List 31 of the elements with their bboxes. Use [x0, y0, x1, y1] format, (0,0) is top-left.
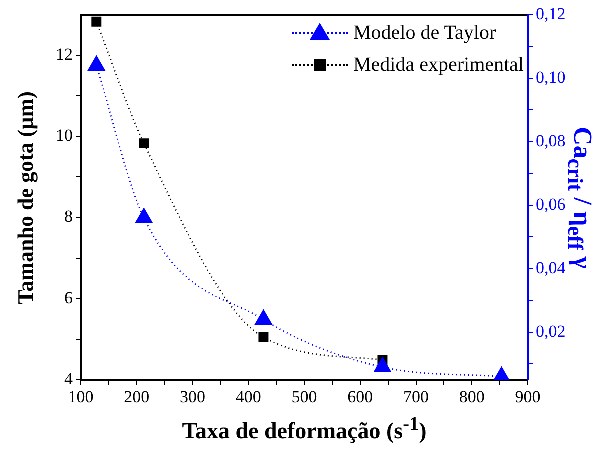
y-tick-label: 8: [64, 207, 73, 226]
x-tick-label: 200: [124, 388, 150, 407]
x-tick-label: 900: [515, 388, 541, 407]
y2-tick-label: 0,12: [536, 4, 566, 24]
point: [139, 138, 150, 149]
x-tick-label: 800: [459, 388, 485, 407]
y-tick-label: 4: [64, 369, 74, 388]
y-tick-label: 12: [56, 45, 73, 64]
point: [136, 208, 153, 224]
point: [88, 56, 106, 72]
x-axis-title: Taxa de deformação (s$^{-1}$): [182, 414, 427, 445]
y2-tick-label: 0,10: [536, 68, 566, 87]
y-tick-label: 6: [64, 288, 73, 308]
legend-label: Medida experimental: [354, 54, 524, 76]
point: [374, 358, 392, 373]
y2-tick-label: 0,02: [536, 322, 566, 341]
point: [92, 16, 102, 27]
x-tick-label: 300: [180, 388, 206, 407]
y2-tick-label: 0,08: [536, 131, 566, 150]
x-tick-label: 500: [292, 388, 318, 407]
x-tick-label: 600: [348, 388, 374, 407]
point: [258, 332, 269, 342]
x-tick-label: 400: [236, 388, 262, 407]
x-tick-label: 100: [68, 388, 94, 407]
legend-label: Modelo de Taylor: [354, 22, 496, 44]
point: [255, 310, 272, 325]
y-tick-label: 10: [56, 126, 73, 146]
x-tick-label: 700: [404, 388, 429, 407]
y2-tick-label: 0,04: [536, 258, 566, 278]
y-axis-title: Tamanho de gota (µm): [13, 91, 39, 304]
y2-tick-label: 0,06: [536, 194, 566, 214]
